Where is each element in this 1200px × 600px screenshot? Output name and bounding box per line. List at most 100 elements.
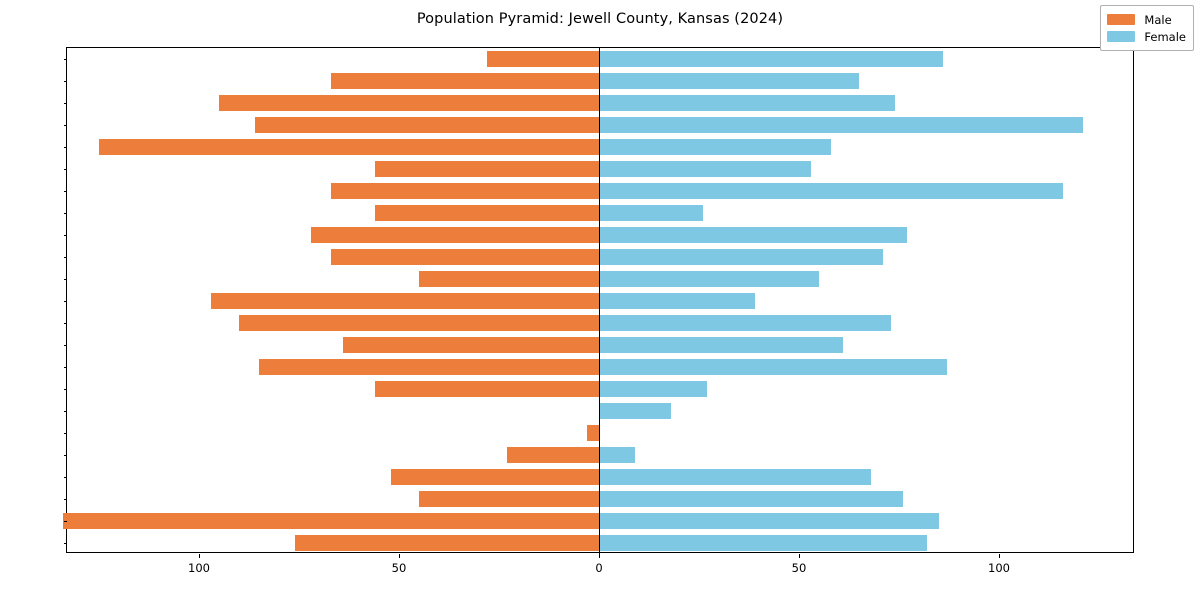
female-bar: [599, 315, 891, 331]
male-bar: [487, 51, 599, 67]
male-bar: [587, 425, 599, 441]
x-tick-label: 0: [595, 561, 603, 575]
bar-row: [67, 95, 1133, 111]
legend-swatch: [1107, 14, 1136, 25]
bar-row: [67, 403, 1133, 419]
bar-row: [67, 183, 1133, 199]
y-tick-mark: [63, 81, 67, 82]
male-bar: [391, 469, 599, 485]
y-tick-mark: [63, 389, 67, 390]
male-bar: [311, 227, 599, 243]
male-bar: [419, 271, 599, 287]
x-tick-mark: [799, 554, 800, 558]
bar-row: [67, 117, 1133, 133]
bar-row: [67, 249, 1133, 265]
female-bar: [599, 161, 811, 177]
y-tick-mark: [63, 521, 67, 522]
male-bar: [219, 95, 599, 111]
male-bar: [375, 161, 599, 177]
x-tick-label: 50: [391, 561, 407, 575]
female-bar: [599, 403, 671, 419]
female-bar: [599, 513, 939, 529]
y-tick-mark: [63, 411, 67, 412]
bar-row: [67, 227, 1133, 243]
female-bar: [599, 337, 843, 353]
male-bar: [331, 183, 599, 199]
page-title: Population Pyramid: Jewell County, Kansa…: [416, 11, 784, 27]
zero-axis-line: [599, 48, 600, 554]
male-bar: [63, 513, 599, 529]
y-tick-mark: [63, 59, 67, 60]
plot-area: 85+80-8475-7970-7467-6965-6662-6460-6155…: [63, 47, 1134, 575]
male-bar: [375, 205, 599, 221]
male-bar: [419, 491, 599, 507]
male-bar: [295, 535, 599, 551]
female-bar: [599, 139, 831, 155]
bar-row: [67, 425, 1133, 441]
bar-row: [67, 337, 1133, 353]
y-tick-mark: [63, 191, 67, 192]
bar-row: [67, 359, 1133, 375]
x-tick-label: 50: [791, 561, 807, 575]
y-tick-mark: [63, 235, 67, 236]
male-bar: [331, 73, 599, 89]
bar-row: [67, 161, 1133, 177]
x-tick-mark: [199, 554, 200, 558]
male-bar: [343, 337, 599, 353]
female-bar: [599, 205, 703, 221]
bar-row: [67, 381, 1133, 397]
x-tick-label: 100: [988, 561, 1010, 575]
female-bar: [599, 359, 947, 375]
y-tick-mark: [63, 367, 67, 368]
y-tick-mark: [63, 103, 67, 104]
female-bar: [599, 51, 943, 67]
male-bar: [507, 447, 599, 463]
female-bar: [599, 95, 895, 111]
y-tick-mark: [63, 323, 67, 324]
y-tick-mark: [63, 499, 67, 500]
female-bar: [599, 183, 1063, 199]
male-bar: [259, 359, 599, 375]
x-tick-mark: [599, 554, 600, 558]
bar-row: [67, 469, 1133, 485]
bar-row: [67, 73, 1133, 89]
legend-label: Male: [1144, 12, 1172, 27]
bar-row: [67, 535, 1133, 551]
legend-swatch: [1107, 31, 1136, 42]
x-tick-mark: [999, 554, 1000, 558]
legend-label: Female: [1144, 29, 1186, 44]
y-tick-mark: [63, 345, 67, 346]
legend-item: Male: [1107, 11, 1186, 28]
female-bar: [599, 381, 707, 397]
female-bar: [599, 271, 819, 287]
bar-row: [67, 51, 1133, 67]
x-tick-mark: [399, 554, 400, 558]
legend: Male Female: [1100, 5, 1194, 51]
bar-row: [67, 491, 1133, 507]
bar-row: [63, 513, 1133, 529]
male-bar: [239, 315, 599, 331]
x-tick-label: 100: [188, 561, 210, 575]
bar-row: [67, 271, 1133, 287]
y-tick-mark: [63, 433, 67, 434]
female-bar: [599, 227, 907, 243]
male-bar: [375, 381, 599, 397]
male-bar: [211, 293, 599, 309]
female-bar: [599, 117, 1083, 133]
y-tick-mark: [63, 213, 67, 214]
bar-row: [67, 447, 1133, 463]
female-bar: [599, 447, 635, 463]
y-tick-mark: [63, 301, 67, 302]
y-tick-mark: [63, 543, 67, 544]
bar-row: [67, 205, 1133, 221]
bar-row: [67, 293, 1133, 309]
y-tick-mark: [63, 477, 67, 478]
female-bar: [599, 491, 903, 507]
legend-item: Female: [1107, 28, 1186, 45]
y-tick-mark: [63, 125, 67, 126]
male-bar: [331, 249, 599, 265]
female-bar: [599, 249, 883, 265]
female-bar: [599, 293, 755, 309]
y-tick-mark: [63, 279, 67, 280]
male-bar: [99, 139, 599, 155]
